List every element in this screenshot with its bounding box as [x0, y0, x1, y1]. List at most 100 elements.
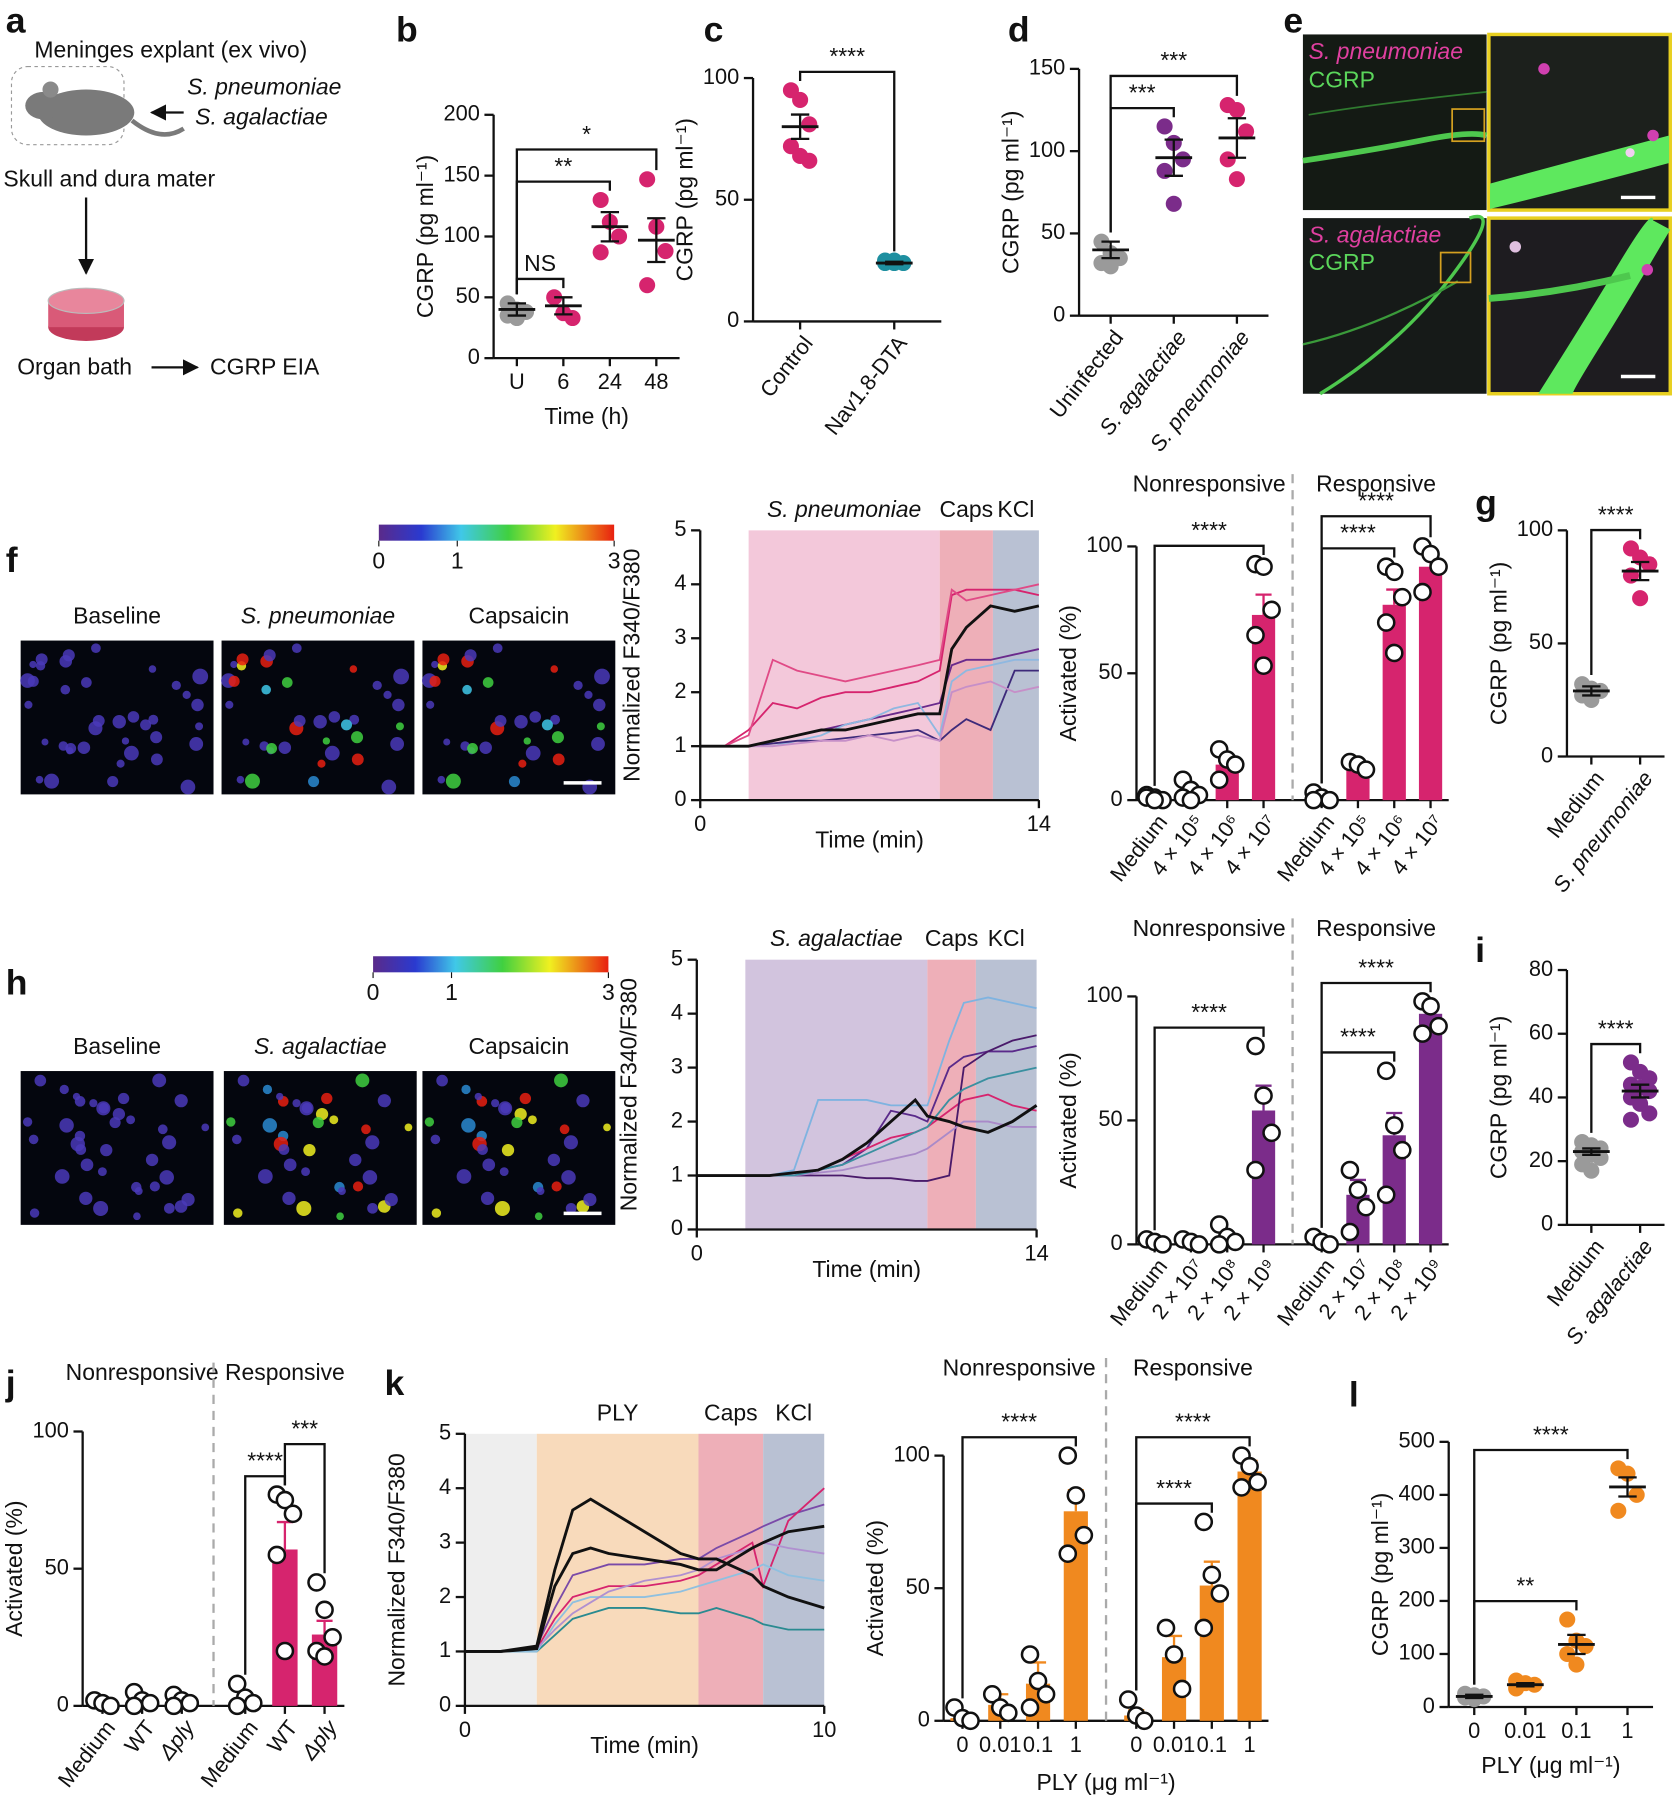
data-point — [1232, 1478, 1251, 1497]
explant-outline — [10, 66, 125, 146]
x-tick-label: 0.1 — [1023, 1732, 1053, 1757]
trace-line — [696, 1097, 1038, 1177]
data-point — [1172, 1679, 1192, 1699]
cell — [62, 649, 75, 662]
significance-bracket — [515, 148, 658, 295]
cell — [461, 1084, 471, 1095]
frame-label: Capsaicin — [469, 1033, 570, 1059]
micrographs: e S. pneumoniae CGRP S. agalactiae CGRP — [1283, 0, 1672, 396]
cell — [171, 680, 181, 691]
cell — [225, 700, 234, 709]
data-point — [1304, 790, 1323, 810]
y-tick-label: 300 — [1399, 1534, 1435, 1559]
cell — [134, 1187, 143, 1195]
bar — [272, 1549, 298, 1706]
y-axis-label: CGRP (pg ml⁻¹) — [1485, 1016, 1511, 1179]
cell — [44, 773, 60, 789]
cell — [317, 759, 326, 768]
cell — [464, 649, 477, 662]
cell — [152, 1073, 167, 1088]
y-axis-label: CGRP (pg ml⁻¹) — [1367, 1493, 1393, 1656]
cell — [573, 680, 583, 691]
data-point — [1254, 557, 1273, 577]
data-point — [1632, 590, 1649, 607]
cell — [242, 738, 250, 746]
x-tick-label: WT — [262, 1715, 303, 1757]
cell — [583, 1193, 597, 1207]
cell — [365, 1135, 380, 1150]
cell — [550, 714, 561, 725]
trace-line — [464, 1487, 825, 1653]
panel-label: a — [6, 0, 27, 40]
data-point — [1429, 1016, 1448, 1036]
cell — [591, 737, 605, 751]
data-point — [307, 1573, 326, 1592]
zoom-box — [1451, 108, 1486, 143]
cell — [162, 1135, 177, 1150]
cell — [80, 1158, 94, 1172]
data-point — [1610, 1502, 1627, 1519]
data-point — [508, 309, 525, 327]
cell — [372, 680, 382, 691]
data-point — [243, 1693, 263, 1713]
region-label: Caps — [925, 925, 979, 951]
region-label: PLY — [597, 1399, 639, 1425]
region-label: Caps — [704, 1399, 758, 1425]
cell — [518, 759, 527, 768]
y-tick-label: 1 — [671, 1161, 683, 1186]
region-label: Caps — [940, 496, 994, 522]
trace-line — [700, 680, 1040, 748]
x-tick-label: 1 — [1621, 1718, 1633, 1743]
cell — [281, 677, 293, 688]
y-tick-label: 200 — [443, 101, 479, 126]
y-tick-label: 2 — [674, 678, 686, 703]
cell — [424, 1117, 435, 1127]
cell — [437, 775, 446, 784]
y-tick-label: 2 — [439, 1583, 451, 1608]
data-point — [275, 1641, 295, 1661]
y-tick-label: 4 — [671, 999, 683, 1024]
cell — [594, 668, 610, 685]
y-tick-label: 40 — [1529, 1083, 1553, 1108]
significance-label: **** — [1340, 1024, 1376, 1050]
significance-label: *** — [1129, 79, 1156, 105]
panel-label: l — [1349, 1374, 1359, 1414]
cell — [584, 690, 593, 699]
data-point — [1165, 195, 1182, 212]
data-point — [1246, 1036, 1265, 1056]
data-point — [1340, 1222, 1360, 1242]
x-axis-label: Time (min) — [815, 827, 924, 853]
cell — [336, 1212, 344, 1221]
data-point — [1559, 1611, 1576, 1628]
cell — [116, 759, 125, 768]
cell — [361, 1124, 371, 1135]
data-point — [1228, 171, 1245, 188]
cell — [534, 1212, 543, 1221]
data-point — [961, 1711, 980, 1731]
cell — [109, 1116, 121, 1129]
significance-label: **** — [1358, 488, 1394, 514]
x-tick-label: 48 — [644, 369, 668, 394]
x-tick-label: 0 — [691, 1240, 703, 1265]
cell — [492, 643, 503, 654]
significance-label: ** — [1516, 1572, 1534, 1598]
cell — [180, 779, 196, 795]
cell — [351, 753, 364, 766]
cell — [536, 1187, 545, 1195]
significance-bracket — [1320, 981, 1432, 1228]
x-tick-label: Nav1.8-DTA — [819, 331, 912, 440]
bacterium-label: S. agalactiae — [1309, 222, 1442, 248]
cell — [92, 714, 105, 727]
cell — [565, 1202, 577, 1214]
cell — [282, 1191, 296, 1205]
cell — [299, 1101, 314, 1116]
cell — [479, 741, 492, 755]
x-tick-label: Medium — [53, 1715, 120, 1791]
data-point — [1209, 1235, 1229, 1254]
y-axis-label: Normalized F340/F380 — [619, 549, 645, 782]
cell — [121, 737, 130, 745]
data-point — [1641, 556, 1658, 573]
cell — [22, 1117, 33, 1127]
